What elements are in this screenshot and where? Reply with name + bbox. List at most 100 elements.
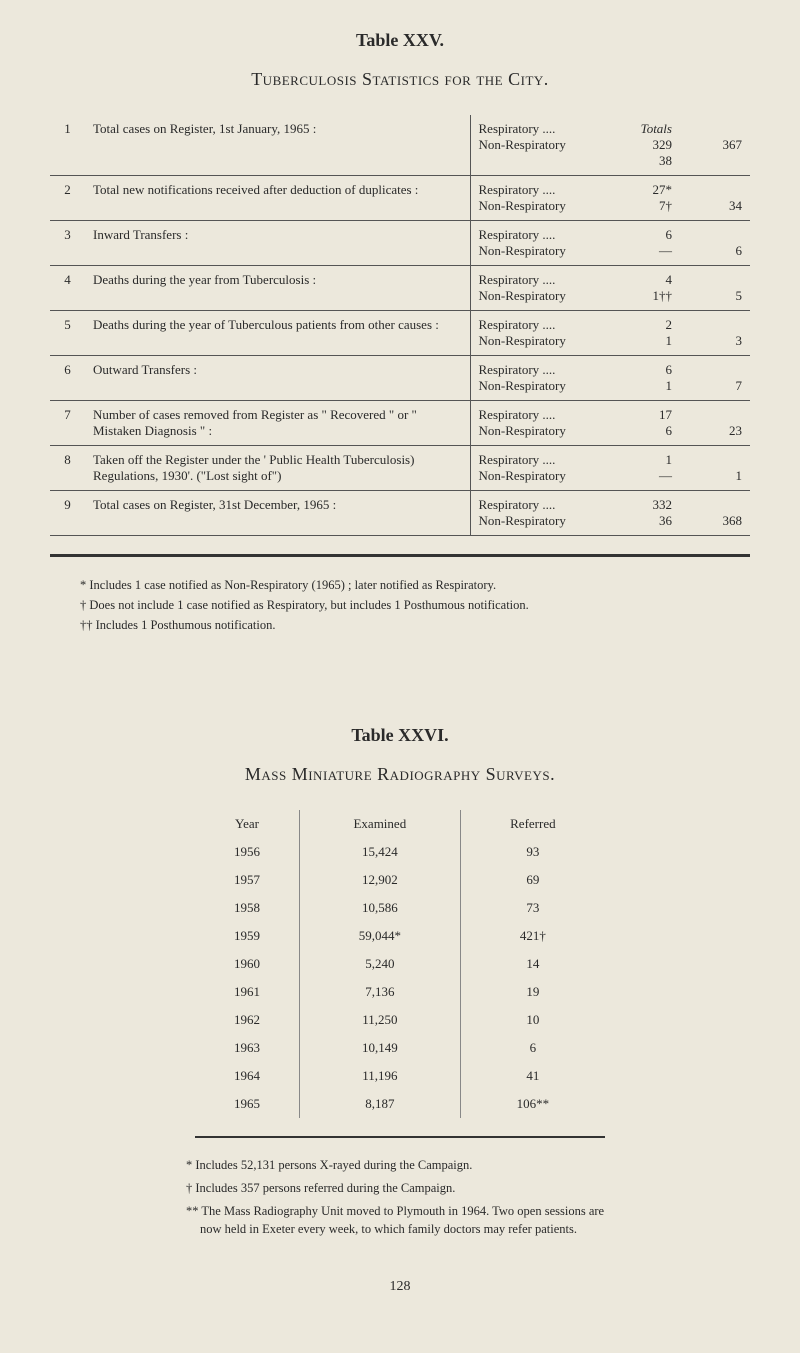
col-referred: Referred [460,810,605,838]
table-row: 7 Number of cases removed from Register … [50,401,750,446]
table-26-title: Mass Miniature Radiography Surveys. [50,764,750,785]
cell-year: 1956 [195,838,299,866]
table-row: 1958 10,586 73 [195,894,605,922]
table-row: 4 Deaths during the year from Tuberculos… [50,266,750,311]
row-total: 6 [680,221,750,266]
row-values: 41†† [622,266,680,311]
table-row: 8 Taken off the Register under the ' Pub… [50,446,750,491]
col-examined: Examined [299,810,460,838]
table-row: 6 Outward Transfers : Respiratory ....No… [50,356,750,401]
cell-referred: 93 [460,838,605,866]
cell-examined: 12,902 [299,866,460,894]
table-row: 5 Deaths during the year of Tuberculous … [50,311,750,356]
cell-referred: 69 [460,866,605,894]
cell-examined: 8,187 [299,1090,460,1118]
cell-examined: 15,424 [299,838,460,866]
row-num: 9 [50,491,85,536]
row-type: Respiratory ....Non-Respiratory [470,221,622,266]
cell-examined: 10,586 [299,894,460,922]
row-num: 1 [50,115,85,176]
table-25-rule [50,554,750,557]
row-type: Respiratory ....Non-Respiratory [470,446,622,491]
cell-referred: 10 [460,1006,605,1034]
row-values: 27*7† [622,176,680,221]
survey-footnote-2: † Includes 357 persons referred during t… [180,1179,620,1198]
row-type: Respiratory ....Non-Respiratory [470,266,622,311]
row-num: 3 [50,221,85,266]
table-row: 9 Total cases on Register, 31st December… [50,491,750,536]
row-desc: Total new notifications received after d… [85,176,470,221]
cell-referred: 19 [460,978,605,1006]
row-desc: Total cases on Register, 31st December, … [85,491,470,536]
col-year: Year [195,810,299,838]
row-total: 23 [680,401,750,446]
cell-year: 1965 [195,1090,299,1118]
tuberculosis-table: 1 Total cases on Register, 1st January, … [50,115,750,536]
cell-examined: 7,136 [299,978,460,1006]
row-total: 1 [680,446,750,491]
row-num: 8 [50,446,85,491]
row-num: 6 [50,356,85,401]
footnote-1: * Includes 1 case notified as Non-Respir… [80,575,750,595]
row-total: 368 [680,491,750,536]
row-num: 7 [50,401,85,446]
footnote-3: †† Includes 1 Posthumous notification. [80,615,750,635]
row-type: Respiratory ....Non-Respiratory [470,491,622,536]
row-values: Totals32938 [622,115,680,176]
cell-examined: 59,044* [299,922,460,950]
table-row: 1957 12,902 69 [195,866,605,894]
row-num: 4 [50,266,85,311]
table-row: 1960 5,240 14 [195,950,605,978]
table-26-footnotes: * Includes 52,131 persons X-rayed during… [180,1156,620,1239]
row-values: 1— [622,446,680,491]
radiography-table: Year Examined Referred 1956 15,424 93 19… [195,810,605,1118]
cell-year: 1963 [195,1034,299,1062]
cell-year: 1958 [195,894,299,922]
row-values: 33236 [622,491,680,536]
row-total: 367 [680,115,750,176]
table-row: 1962 11,250 10 [195,1006,605,1034]
row-values: 61 [622,356,680,401]
table-row: 1964 11,196 41 [195,1062,605,1090]
cell-examined: 10,149 [299,1034,460,1062]
row-desc: Outward Transfers : [85,356,470,401]
cell-year: 1962 [195,1006,299,1034]
table-row: 1963 10,149 6 [195,1034,605,1062]
table-26-rule [195,1136,605,1138]
table-25-footnotes: * Includes 1 case notified as Non-Respir… [50,575,750,635]
row-num: 5 [50,311,85,356]
cell-referred: 14 [460,950,605,978]
cell-referred: 106** [460,1090,605,1118]
table-row: 2 Total new notifications received after… [50,176,750,221]
table-25-title: Tuberculosis Statistics for the City. [50,69,750,90]
cell-year: 1961 [195,978,299,1006]
row-total: 3 [680,311,750,356]
table-row: 1961 7,136 19 [195,978,605,1006]
table-25-label: Table XXV. [50,30,750,51]
row-desc: Deaths during the year from Tuberculosis… [85,266,470,311]
table-row: 1965 8,187 106** [195,1090,605,1118]
cell-referred: 6 [460,1034,605,1062]
row-desc: Number of cases removed from Register as… [85,401,470,446]
row-desc: Deaths during the year of Tuberculous pa… [85,311,470,356]
row-desc: Taken off the Register under the ' Publi… [85,446,470,491]
row-desc: Inward Transfers : [85,221,470,266]
cell-year: 1957 [195,866,299,894]
row-values: 6— [622,221,680,266]
row-total: 7 [680,356,750,401]
totals-header: Totals [630,121,672,137]
row-total: 5 [680,266,750,311]
row-desc: Total cases on Register, 1st January, 19… [85,115,470,176]
cell-examined: 11,250 [299,1006,460,1034]
footnote-2: † Does not include 1 case notified as Re… [80,595,750,615]
row-total: 34 [680,176,750,221]
row-type: Respiratory ....Non-Respiratory [470,401,622,446]
table-26-label: Table XXVI. [50,725,750,746]
cell-referred: 41 [460,1062,605,1090]
table-row: 1 Total cases on Register, 1st January, … [50,115,750,176]
survey-footnote-1: * Includes 52,131 persons X-rayed during… [180,1156,620,1175]
cell-examined: 11,196 [299,1062,460,1090]
page-number: 128 [50,1279,750,1295]
cell-year: 1959 [195,922,299,950]
cell-year: 1964 [195,1062,299,1090]
